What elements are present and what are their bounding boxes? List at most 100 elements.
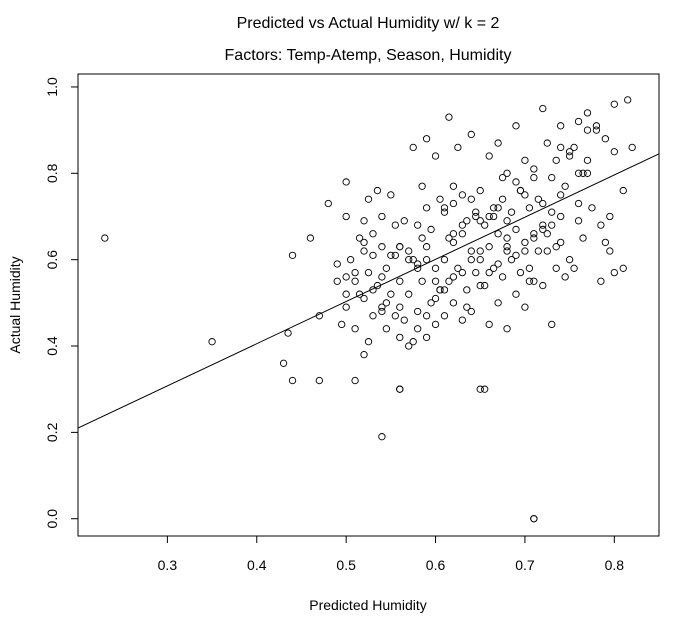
- data-point: [288, 376, 297, 385]
- data-point: [279, 359, 288, 367]
- data-point: [440, 312, 449, 320]
- data-point: [521, 247, 529, 255]
- data-point: [481, 281, 489, 290]
- data-point: [449, 230, 458, 238]
- data-point: [284, 329, 292, 337]
- data-point: [467, 247, 475, 255]
- data-point: [543, 139, 551, 147]
- y-tick-label: 0.6: [44, 250, 60, 270]
- data-point: [561, 273, 569, 281]
- data-point: [414, 264, 422, 272]
- data-point: [489, 204, 498, 212]
- regression-line: [78, 153, 659, 429]
- data-point: [463, 217, 471, 225]
- data-point: [431, 264, 440, 272]
- data-point: [574, 169, 583, 177]
- data-point: [463, 286, 471, 294]
- data-point: [570, 264, 578, 272]
- data-point: [561, 182, 569, 190]
- data-point: [521, 238, 529, 247]
- data-point: [583, 126, 592, 134]
- data-point: [579, 234, 587, 242]
- data-point: [481, 385, 489, 393]
- data-point: [583, 169, 592, 177]
- data-point: [346, 256, 355, 264]
- data-point: [539, 104, 547, 113]
- data-point: [476, 256, 484, 264]
- data-point: [454, 143, 462, 152]
- data-point: [498, 195, 507, 203]
- y-tick-label: 0.4: [44, 336, 60, 356]
- data-point: [440, 204, 449, 212]
- data-point: [472, 212, 480, 221]
- data-point: [525, 277, 534, 285]
- data-point: [369, 286, 377, 294]
- data-point: [534, 195, 542, 203]
- data-point: [570, 143, 578, 152]
- data-point: [400, 316, 408, 324]
- data-point: [351, 376, 359, 385]
- data-point: [369, 230, 377, 238]
- data-point: [485, 212, 493, 221]
- data-point: [485, 320, 493, 329]
- data-point: [360, 294, 368, 303]
- data-point: [476, 247, 484, 255]
- data-point: [592, 126, 601, 134]
- data-point: [458, 316, 467, 324]
- data-point: [396, 303, 404, 311]
- data-point: [619, 264, 627, 272]
- data-point: [481, 221, 489, 229]
- data-point: [378, 307, 386, 316]
- data-point: [467, 307, 475, 316]
- data-point: [534, 247, 542, 255]
- data-point: [440, 286, 449, 294]
- data-point: [405, 256, 413, 264]
- data-point: [342, 273, 350, 281]
- data-point: [422, 204, 431, 212]
- data-point: [557, 143, 565, 152]
- data-point: [382, 325, 391, 333]
- data-point: [619, 186, 627, 195]
- data-point: [342, 178, 350, 186]
- data-point: [597, 277, 605, 285]
- data-point: [355, 290, 364, 298]
- data-point: [543, 230, 551, 238]
- data-point: [498, 173, 507, 182]
- data-point: [405, 342, 413, 350]
- data-point: [414, 221, 422, 229]
- data-point: [467, 195, 475, 203]
- chart-subtitle: Factors: Temp-Atemp, Season, Humidity: [225, 47, 512, 64]
- data-point: [472, 268, 480, 277]
- data-point: [387, 191, 395, 199]
- data-point: [489, 264, 498, 272]
- data-point: [288, 251, 297, 259]
- data-point: [431, 152, 440, 160]
- data-point: [472, 208, 480, 216]
- data-point: [396, 333, 404, 342]
- data-point: [463, 303, 471, 311]
- data-point: [396, 385, 404, 393]
- data-point: [418, 182, 426, 190]
- data-point: [574, 217, 583, 225]
- data-point: [360, 238, 368, 247]
- data-point: [507, 256, 516, 264]
- data-point: [378, 433, 386, 441]
- data-point: [418, 277, 426, 285]
- data-point: [583, 109, 592, 117]
- x-tick-label: 0.8: [605, 557, 625, 573]
- x-axis-label: Predicted Humidity: [309, 597, 427, 613]
- data-point: [507, 208, 516, 216]
- data-point: [101, 234, 109, 242]
- data-point: [610, 100, 618, 108]
- data-point: [485, 152, 493, 160]
- data-point: [396, 277, 404, 285]
- data-point: [315, 376, 323, 385]
- data-point: [539, 225, 547, 234]
- data-point: [378, 243, 386, 251]
- chart-title: Predicted vs Actual Humidity w/ k = 2: [237, 15, 500, 32]
- data-point: [610, 148, 618, 156]
- data-point: [324, 199, 332, 208]
- data-point: [369, 312, 377, 320]
- data-point: [530, 165, 538, 173]
